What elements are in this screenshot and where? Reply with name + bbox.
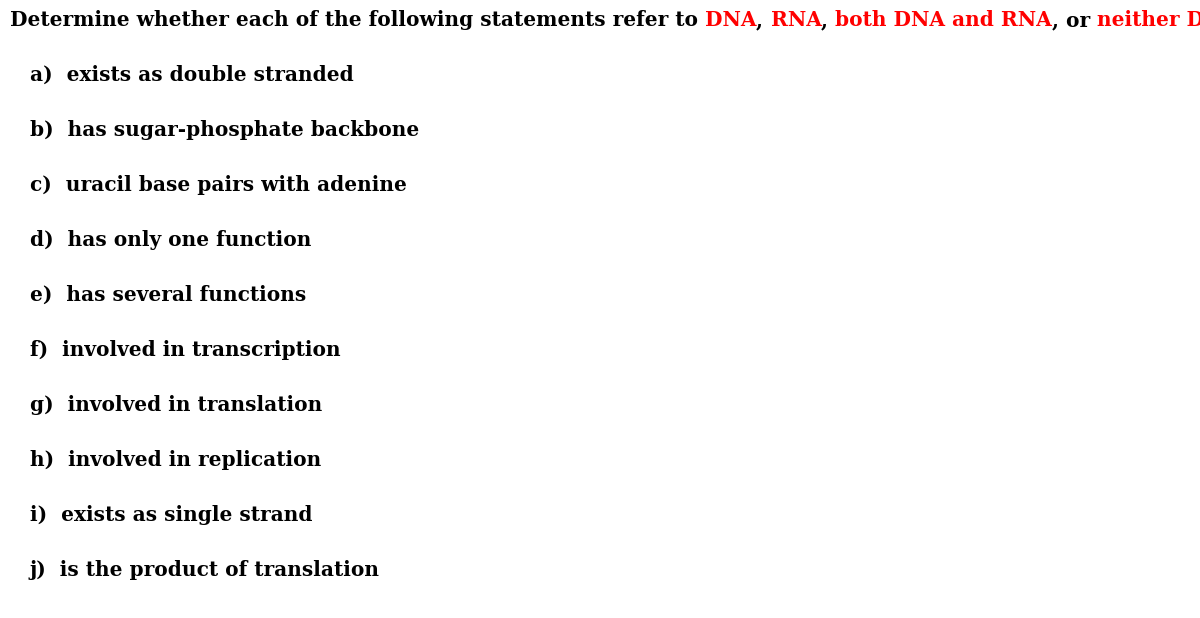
Text: DNA: DNA xyxy=(706,10,756,30)
Text: ,: , xyxy=(756,10,770,30)
Text: RNA: RNA xyxy=(770,10,821,30)
Text: , or: , or xyxy=(1052,10,1097,30)
Text: a)  exists as double stranded: a) exists as double stranded xyxy=(30,65,354,85)
Text: i)  exists as single strand: i) exists as single strand xyxy=(30,505,312,525)
Text: neither DNA nor RNA: neither DNA nor RNA xyxy=(1097,10,1200,30)
Text: ,: , xyxy=(821,10,835,30)
Text: b)  has sugar-phosphate backbone: b) has sugar-phosphate backbone xyxy=(30,120,419,140)
Text: both DNA and RNA: both DNA and RNA xyxy=(835,10,1052,30)
Text: j)  is the product of translation: j) is the product of translation xyxy=(30,560,380,580)
Text: d)  has only one function: d) has only one function xyxy=(30,230,311,250)
Text: c)  uracil base pairs with adenine: c) uracil base pairs with adenine xyxy=(30,175,407,195)
Text: h)  involved in replication: h) involved in replication xyxy=(30,450,322,470)
Text: g)  involved in translation: g) involved in translation xyxy=(30,395,323,415)
Text: e)  has several functions: e) has several functions xyxy=(30,285,306,305)
Text: f)  involved in transcription: f) involved in transcription xyxy=(30,340,341,360)
Text: Determine whether each of the following statements refer to: Determine whether each of the following … xyxy=(10,10,706,30)
